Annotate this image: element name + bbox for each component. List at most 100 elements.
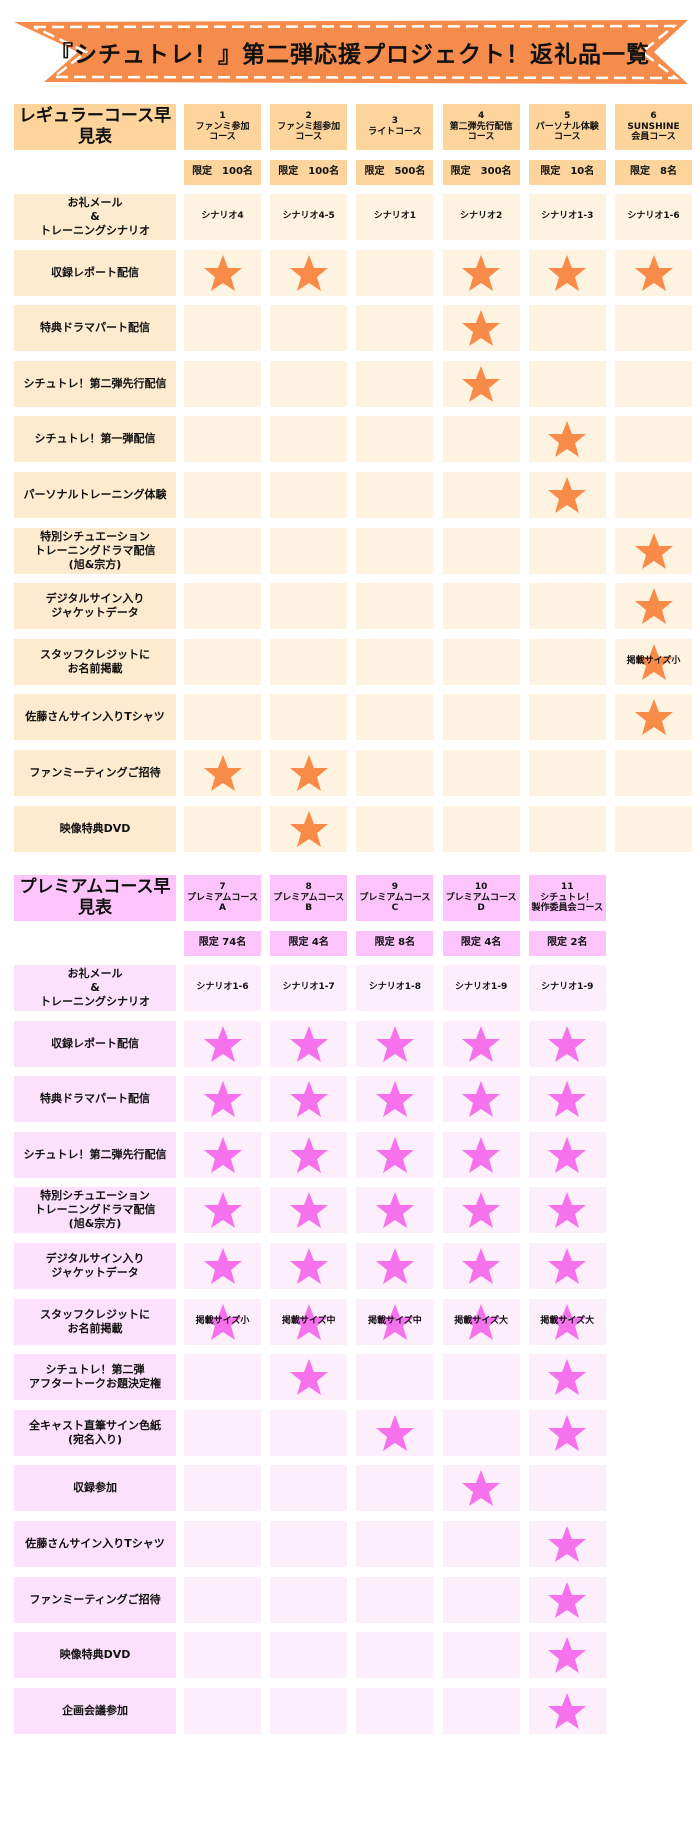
reward-cell [184, 750, 261, 796]
reward-cell [270, 1577, 348, 1623]
course-number: 1 [219, 110, 226, 121]
reward-cell: 掲載サイズ中 [356, 1299, 434, 1345]
reward-cell [528, 806, 606, 852]
reward-cell [270, 1465, 348, 1511]
reward-cell [184, 583, 261, 629]
reward-cell [270, 1243, 348, 1289]
scenario-cell: シナリオ2 [442, 194, 520, 240]
star-icon [289, 1192, 328, 1228]
reward-cell [184, 806, 261, 852]
course-header: 4 第二弾先行配信 コース [442, 104, 520, 150]
star-icon [634, 255, 673, 291]
star-icon [548, 1693, 587, 1729]
reward-cell [442, 806, 520, 852]
reward-cell [356, 1187, 434, 1233]
reward-cell [184, 1688, 261, 1734]
course-header: 9 プレミアムコース C [356, 875, 434, 921]
star-icon [375, 1192, 414, 1228]
reward-label: 特典ドラマパート配信 [14, 305, 176, 351]
reward-cell [442, 1521, 520, 1567]
reward-label: 収録レポート配信 [14, 250, 176, 296]
reward-label: デジタルサイン入り ジャケットデータ [14, 583, 176, 629]
course-limit: 限定 10名 [528, 160, 606, 185]
reward-label: 佐藤さんサイン入りTシャツ [14, 1521, 176, 1567]
course-limit: 限定 8名 [615, 160, 692, 185]
listing-size-note: 掲載サイズ中 [281, 1316, 336, 1327]
star-icon [203, 1248, 242, 1284]
star-icon [548, 1026, 587, 1062]
star-icon [548, 1637, 587, 1673]
star-icon [203, 1192, 242, 1228]
star-icon [289, 1026, 328, 1062]
reward-cell [528, 1632, 606, 1678]
reward-label: スタッフクレジットに お名前掲載 [14, 1299, 176, 1345]
star-icon [548, 1192, 587, 1228]
reward-cell [615, 305, 692, 351]
course-name: プレミアムコース A [187, 892, 258, 914]
reward-cell [270, 472, 348, 518]
star-icon [203, 1026, 242, 1062]
scenario-cell: シナリオ4 [184, 194, 261, 240]
reward-label: 収録レポート配信 [14, 1021, 176, 1067]
star-icon [462, 255, 501, 291]
reward-cell [528, 1187, 606, 1233]
reward-cell [356, 1354, 434, 1400]
reward-cell [442, 250, 520, 296]
reward-cell [528, 1521, 606, 1567]
course-name: 第二弾先行配信 コース [449, 121, 513, 143]
star-icon [548, 1137, 587, 1173]
reward-label: シチュトレ！第二弾先行配信 [14, 1132, 176, 1178]
reward-label: お礼メール & トレーニングシナリオ [14, 965, 176, 1011]
reward-cell [356, 583, 434, 629]
reward-label: 映像特典DVD [14, 1632, 176, 1678]
reward-cell [184, 694, 261, 740]
reward-cell [270, 750, 348, 796]
reward-cell [184, 472, 261, 518]
star-icon [375, 1137, 414, 1173]
star-icon [375, 1026, 414, 1062]
course-number: 6 [650, 110, 657, 121]
reward-cell [270, 1187, 348, 1233]
section-title: レギュラーコース早見表 [14, 104, 176, 150]
reward-cell [528, 1354, 606, 1400]
title-banner [14, 20, 688, 84]
reward-cell [270, 1632, 348, 1678]
reward-cell [356, 361, 434, 407]
course-limit: 限定 500名 [356, 160, 434, 185]
star-icon [462, 1192, 501, 1228]
reward-cell [356, 1410, 434, 1456]
star-icon [462, 310, 501, 346]
reward-cell [442, 1465, 520, 1511]
reward-cell: 掲載サイズ小 [184, 1299, 261, 1345]
reward-cell [184, 1243, 261, 1289]
reward-cell [356, 305, 434, 351]
reward-label: 収録参加 [14, 1465, 176, 1511]
course-limit: 限定 2名 [528, 931, 606, 956]
star-icon [548, 1248, 587, 1284]
scenario-cell: シナリオ4-5 [270, 194, 348, 240]
reward-cell [442, 639, 520, 685]
reward-cell [270, 1521, 348, 1567]
reward-cell [184, 250, 261, 296]
star-icon [203, 755, 242, 791]
reward-cell [270, 1410, 348, 1456]
reward-cell [356, 1243, 434, 1289]
reward-label: シチュトレ！第二弾先行配信 [14, 361, 176, 407]
course-number: 4 [477, 110, 485, 121]
star-icon [289, 1248, 328, 1284]
course-number: 11 [561, 881, 574, 892]
star-icon [634, 533, 673, 569]
reward-cell [528, 250, 606, 296]
star-icon [548, 1081, 587, 1117]
course-header: 6 SUNSHINE 会員コース [615, 104, 692, 150]
reward-cell [270, 528, 348, 574]
course-name: パーソナル体験 コース [535, 121, 599, 143]
reward-cell [356, 694, 434, 740]
reward-cell [442, 1410, 520, 1456]
reward-cell [184, 1354, 261, 1400]
reward-cell [615, 250, 692, 296]
reward-label: 特別シチュエーション トレーニングドラマ配信 (旭&宗方) [14, 1187, 176, 1233]
reward-cell: 掲載サイズ中 [270, 1299, 348, 1345]
section-title: プレミアムコース早見表 [14, 875, 176, 921]
reward-cell [356, 639, 434, 685]
